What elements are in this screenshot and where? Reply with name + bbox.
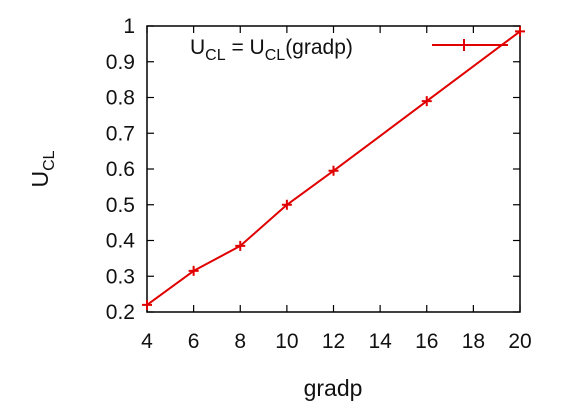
legend-mid: = U: [226, 36, 265, 59]
y-axis-label-base: U: [27, 171, 53, 188]
x-tick-label: 14: [368, 330, 392, 353]
x-tick-label: 10: [275, 330, 298, 353]
legend: UCL = UCL(gradp): [190, 36, 508, 64]
y-axis-label: UCL: [27, 150, 58, 187]
data-point: [515, 26, 525, 37]
x-tick-label: 12: [322, 330, 345, 353]
series-group: [142, 26, 525, 310]
y-tick-label: 0.9: [106, 51, 135, 74]
data-point: [281, 199, 292, 210]
x-tick-label: 6: [188, 330, 200, 353]
legend-label: UCL = UCL(gradp): [190, 36, 353, 64]
legend-u2-sub: CL: [265, 47, 286, 64]
y-tick-label: 0.5: [106, 194, 135, 217]
x-tick-label: 4: [141, 330, 153, 353]
y-tick-label: 0.8: [106, 87, 135, 110]
data-point: [235, 240, 246, 251]
data-point: [142, 299, 152, 310]
legend-u1: U: [190, 36, 205, 59]
x-tick-label: 16: [415, 330, 438, 353]
y-tick-labels: 0.2 0.3 0.4 0.5 0.6 0.7 0.8 0.9 1: [106, 15, 136, 324]
legend-tail: (gradp): [285, 36, 353, 59]
legend-marker: [458, 39, 470, 51]
data-point: [421, 96, 432, 107]
y-tick-label: 0.6: [106, 158, 135, 181]
axis-ticks: [146, 25, 521, 313]
data-point: [328, 165, 339, 176]
x-tick-label: 8: [234, 330, 246, 353]
y-tick-label: 0.2: [106, 301, 135, 324]
x-tick-labels: 4 6 8 10 12 14 16 18 20: [141, 330, 532, 353]
y-tick-label: 0.7: [106, 122, 135, 145]
y-tick-label: 0.3: [106, 265, 135, 288]
x-axis-label: gradp: [304, 375, 363, 401]
y-tick-label: 1: [123, 15, 135, 38]
x-tick-label: 20: [508, 330, 531, 353]
x-tick-label: 18: [462, 330, 485, 353]
y-axis-label-sub: CL: [41, 150, 58, 171]
y-tick-label: 0.4: [106, 230, 136, 253]
data-point: [188, 265, 199, 276]
legend-u1-sub: CL: [205, 47, 226, 64]
